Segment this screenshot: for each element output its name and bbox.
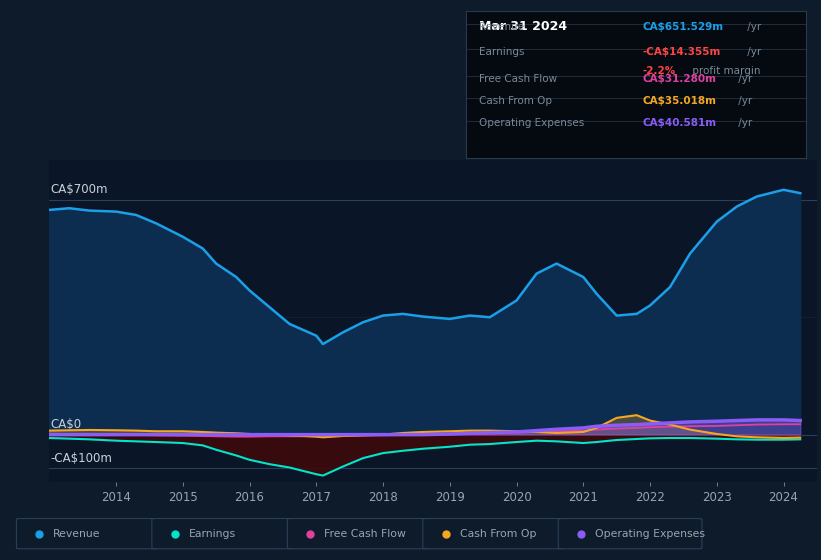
FancyBboxPatch shape xyxy=(152,519,296,549)
Text: Cash From Op: Cash From Op xyxy=(460,529,536,539)
Text: Revenue: Revenue xyxy=(479,22,525,32)
Text: /yr: /yr xyxy=(735,96,752,106)
Text: -CA$100m: -CA$100m xyxy=(51,452,112,465)
Text: CA$0: CA$0 xyxy=(51,418,82,431)
Text: /yr: /yr xyxy=(735,74,752,84)
Text: Revenue: Revenue xyxy=(53,529,101,539)
Text: Earnings: Earnings xyxy=(189,529,236,539)
Text: CA$35.018m: CA$35.018m xyxy=(643,96,717,106)
Text: Earnings: Earnings xyxy=(479,46,525,57)
Text: CA$31.280m: CA$31.280m xyxy=(643,74,717,84)
Text: Free Cash Flow: Free Cash Flow xyxy=(479,74,557,84)
Text: Operating Expenses: Operating Expenses xyxy=(595,529,705,539)
Text: Mar 31 2024: Mar 31 2024 xyxy=(479,20,567,33)
Text: -2.2%: -2.2% xyxy=(643,66,676,76)
FancyBboxPatch shape xyxy=(423,519,566,549)
Text: /yr: /yr xyxy=(744,46,761,57)
Text: CA$651.529m: CA$651.529m xyxy=(643,22,724,32)
Text: Free Cash Flow: Free Cash Flow xyxy=(324,529,406,539)
FancyBboxPatch shape xyxy=(558,519,702,549)
Text: profit margin: profit margin xyxy=(689,66,760,76)
Text: /yr: /yr xyxy=(744,22,761,32)
Text: CA$40.581m: CA$40.581m xyxy=(643,118,717,128)
FancyBboxPatch shape xyxy=(287,519,431,549)
Text: Cash From Op: Cash From Op xyxy=(479,96,553,106)
Text: CA$700m: CA$700m xyxy=(51,184,108,197)
FancyBboxPatch shape xyxy=(16,519,160,549)
Text: Operating Expenses: Operating Expenses xyxy=(479,118,585,128)
Text: -CA$14.355m: -CA$14.355m xyxy=(643,46,721,57)
Text: /yr: /yr xyxy=(735,118,752,128)
